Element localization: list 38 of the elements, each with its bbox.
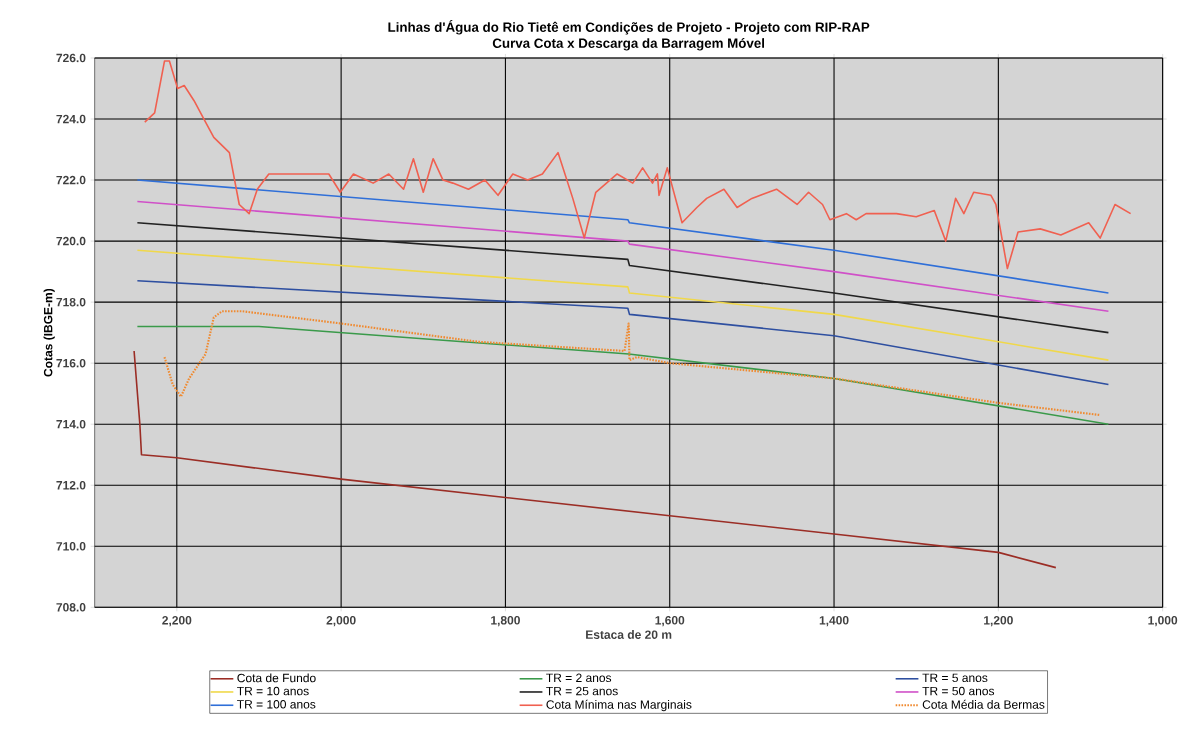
x-tick-label: 1,000: [1148, 615, 1178, 627]
y-tick-label: 708.0: [56, 602, 86, 612]
y-tick-label: 710.0: [56, 541, 86, 551]
y-tick-label: 712.0: [56, 480, 86, 490]
line-series: [136, 279, 1110, 386]
legend-label: TR = 2 anos: [546, 673, 612, 682]
line-series: [136, 179, 1110, 294]
x-tick-label: 1,400: [819, 615, 849, 627]
legend-label: TR = 100 anos: [237, 699, 316, 709]
legend-label: TR = 5 anos: [922, 673, 988, 682]
y-tick-label: 716.0: [56, 358, 86, 368]
line-series: [136, 200, 1110, 312]
x-tick-label: 1,600: [655, 615, 685, 627]
legend-label: Cota de Fundo: [237, 673, 316, 683]
y-axis-title: Cotas (IBGE-m): [43, 288, 55, 377]
legend-label: Cota Mínima nas Marginais: [546, 699, 692, 711]
legend-label: TR = 10 anos: [237, 686, 309, 696]
line-series: [136, 325, 1110, 425]
legend-label: TR = 25 anos: [546, 686, 618, 696]
y-tick-label: 726.0: [56, 53, 86, 63]
legend-label: TR = 50 anos: [922, 686, 995, 696]
x-tick-label: 2,000: [326, 615, 356, 627]
chart-title: Linhas d'Água do Rio Tietê em Condições de Projeto - Projeto com RIP-RAP: [388, 19, 870, 35]
legend-label: Cota Média da Bermas: [922, 699, 1045, 709]
y-tick-label: 722.0: [56, 175, 86, 185]
y-tick-label: 718.0: [56, 297, 86, 307]
y-tick-label: 724.0: [56, 114, 86, 124]
x-tick-label: 1,800: [491, 615, 520, 627]
x-axis-title: Estaca de 20 m: [586, 629, 672, 639]
line-series: [163, 310, 1102, 416]
line-series: [136, 249, 1110, 361]
y-tick-label: 714.0: [56, 419, 86, 429]
chart-subtitle: Curva Cota x Descarga da Barragem Móvel: [492, 37, 764, 51]
line-series: [136, 221, 1110, 334]
line-series: [133, 350, 1057, 569]
y-tick-label: 720.0: [56, 236, 86, 246]
x-tick-label: 2,200: [162, 615, 192, 627]
x-tick-label: 1,200: [984, 615, 1013, 627]
